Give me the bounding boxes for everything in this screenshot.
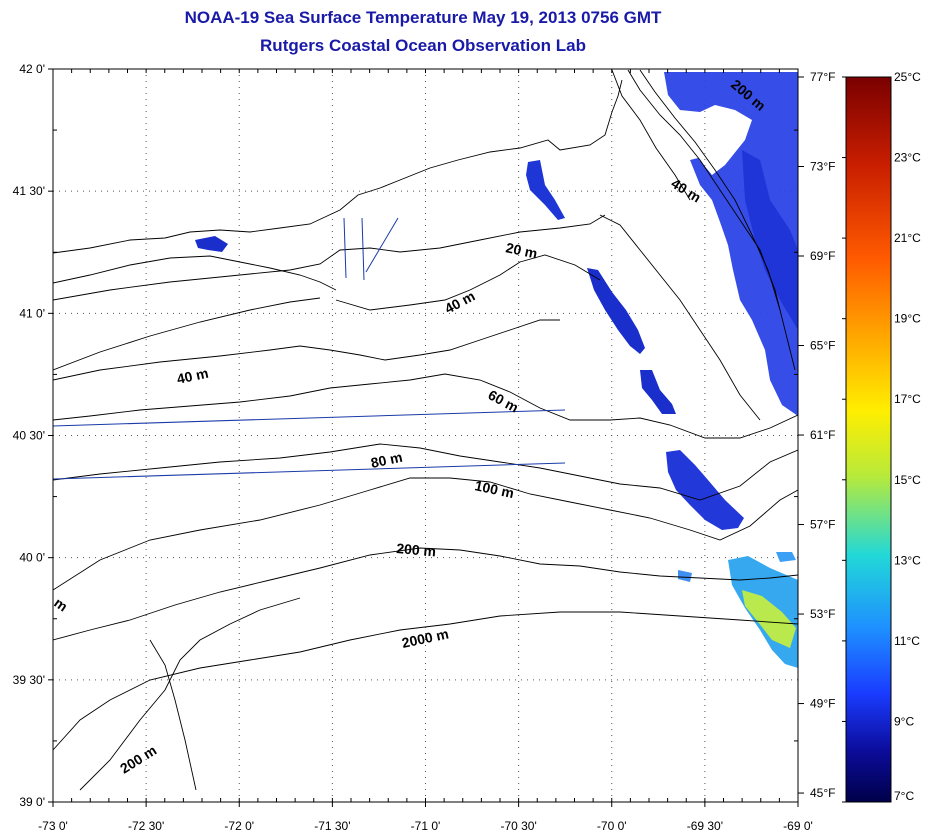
shipping-lane-north [52, 409, 566, 427]
sst-patch-cape-cod [526, 160, 565, 220]
depth-label-40m-shelf: 40 m [175, 365, 210, 387]
depth-label-80m: 80 m [369, 449, 404, 471]
colorbar-celsius-label: 21°C [894, 231, 921, 245]
colorbar-fahrenheit-label: 73°F [810, 160, 835, 174]
coastline-connecticut [53, 79, 623, 254]
sst-data [195, 72, 798, 668]
isobath-200-deep [79, 597, 301, 791]
lat-label: 40 0' [19, 551, 45, 565]
coastline-long-island-south [53, 297, 321, 371]
lon-label: -73 0' [38, 819, 68, 833]
gulf-of-maine-contour-2 [639, 69, 781, 311]
latitude-labels: 42 0' 41 30' 41 0' 40 30' 40 0' 39 30' 39 0' [13, 62, 45, 809]
depth-label-40m-nantucket: 40 m [442, 288, 478, 317]
canyon-contour [149, 639, 197, 791]
colorbar-celsius-label: 17°C [894, 392, 921, 406]
colorbar-fahrenheit-label: 57°F [810, 518, 835, 532]
isobath-20-north [53, 214, 606, 301]
lon-label: -70 30' [500, 819, 536, 833]
coastline-long-island-north [53, 255, 337, 291]
map-subtitle: Rutgers Coastal Ocean Observation Lab [260, 36, 586, 55]
colorbar-celsius-label: 7°C [894, 789, 914, 803]
sst-patch-warm-center [742, 590, 796, 648]
map-title: NOAA-19 Sea Surface Temperature May 19, … [184, 8, 662, 27]
lat-label: 41 0' [19, 306, 45, 320]
colorbar-fahrenheit-label: 49°F [810, 697, 835, 711]
cape-cod-coast [599, 214, 761, 421]
lat-label: 42 0' [19, 62, 45, 76]
lon-label: -71 0' [411, 819, 441, 833]
axis-ticks [48, 68, 799, 807]
colorbar-celsius-label: 25°C [894, 70, 921, 84]
lon-label: -70 0' [597, 819, 627, 833]
longitude-labels: -73 0' -72 30' -72 0' -71 30' -71 0' -70 30' -… [38, 819, 813, 833]
depth-label-60m: 60 m [486, 387, 522, 416]
gulf-of-maine-contour-3 [611, 69, 691, 201]
lon-label: -72 30' [128, 819, 164, 833]
lat-label: 41 30' [13, 184, 45, 198]
sst-patch-shoals [640, 370, 676, 414]
shipping-lane-south [52, 462, 566, 480]
sst-patch-long-island [195, 236, 228, 252]
colorbar-celsius-label: 13°C [894, 553, 921, 567]
sound-lane-1 [343, 217, 347, 279]
colorbar-celsius-label: 23°C [894, 151, 921, 165]
colorbar-celsius-label: 15°C [894, 473, 921, 487]
isobath-80 [53, 443, 798, 501]
depth-label-200m-mid: 200 m [396, 540, 437, 559]
isobath-60 [53, 373, 798, 439]
colorbar-fahrenheit-label: 65°F [810, 339, 835, 353]
sound-lane-3 [365, 217, 399, 273]
depth-labels: 20 m 40 m 40 m 40 m 60 m 80 m 100 m 200 … [51, 76, 768, 777]
lon-label: -69 0' [783, 819, 813, 833]
colorbar-fahrenheit-label: 77°F [810, 70, 835, 84]
colorbar-celsius-label: 9°C [894, 714, 914, 728]
colorbar [845, 76, 892, 803]
lat-label: 39 0' [19, 795, 45, 809]
sst-patch-nantucket [587, 268, 645, 354]
sst-patch-speck2 [776, 552, 796, 562]
isobath-40-shelf [53, 319, 560, 381]
isobath-2000 [53, 611, 798, 751]
sst-patch-georges [666, 450, 744, 530]
isobath-40-inner [335, 254, 601, 311]
depth-label-100m: 100 m [473, 477, 515, 501]
depth-label-20m: 20 m [504, 239, 539, 261]
lon-label: -69 30' [687, 819, 723, 833]
depth-label-edge: m [51, 594, 70, 614]
isobath-200 [53, 547, 798, 641]
colorbar-fahrenheit-labels: 77°F 73°F 69°F 65°F 61°F 57°F 53°F 49°F 45°F [798, 70, 835, 800]
sst-patch-speck [678, 570, 692, 582]
colorbar-celsius-label: 19°C [894, 312, 921, 326]
depth-label-200m-south: 200 m [117, 742, 159, 777]
lat-lon-grid [53, 69, 798, 802]
lon-label: -72 0' [224, 819, 254, 833]
sst-patch-gulf-of-maine [664, 72, 798, 416]
shipping-lanes [52, 217, 566, 480]
colorbar-fahrenheit-label: 45°F [810, 786, 835, 800]
colorbar-fahrenheit-label: 69°F [810, 249, 835, 263]
isobath-100 [53, 477, 798, 591]
bathymetry-contours [53, 69, 798, 791]
colorbar-celsius-label: 11°C [894, 634, 920, 648]
lat-label: 40 30' [13, 429, 45, 443]
sound-lane-2 [361, 217, 365, 281]
colorbar-fahrenheit-label: 53°F [810, 607, 835, 621]
lon-label: -71 30' [314, 819, 350, 833]
colorbar-celsius-labels: 25°C 23°C 21°C 19°C 17°C 15°C 13°C 11°C 9°C 7°C [842, 70, 921, 803]
lat-label: 39 30' [13, 673, 45, 687]
sst-patch-coast-block [742, 150, 798, 330]
colorbar-fahrenheit-label: 61°F [810, 428, 835, 442]
